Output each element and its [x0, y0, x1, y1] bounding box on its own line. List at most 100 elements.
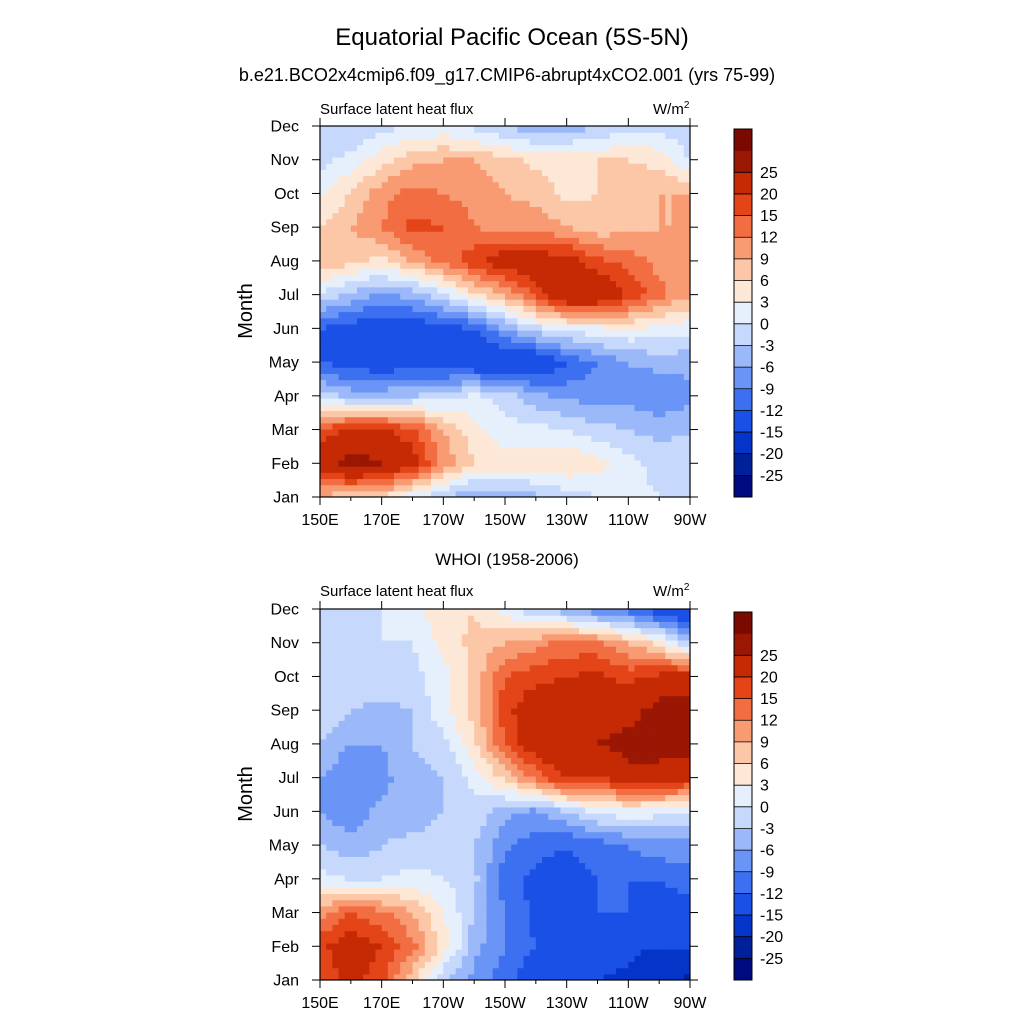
heatmap-cell	[622, 385, 629, 393]
heatmap-cell	[511, 262, 518, 269]
heatmap-cell	[579, 218, 586, 226]
heatmap-cell	[529, 138, 537, 146]
heatmap-cell	[437, 286, 444, 294]
heatmap-cell	[350, 317, 358, 325]
heatmap-cell	[523, 373, 531, 381]
heatmap-cell	[511, 305, 518, 313]
heatmap-cell	[579, 126, 586, 133]
heatmap-cell	[400, 881, 407, 888]
heatmap-cell	[572, 478, 580, 486]
heatmap-cell	[474, 243, 481, 251]
heatmap-cell	[332, 955, 340, 963]
heatmap-cell	[560, 200, 568, 207]
heatmap-cell	[683, 237, 690, 245]
heatmap-cell	[412, 305, 420, 313]
heatmap-cell	[480, 478, 488, 486]
heatmap-cell	[659, 268, 666, 275]
heatmap-cell	[486, 212, 494, 220]
heatmap-cell	[677, 881, 685, 888]
heatmap-cell	[505, 274, 512, 282]
heatmap-cell	[412, 286, 420, 294]
heatmap-cell	[363, 955, 370, 963]
heatmap-cell	[350, 391, 358, 399]
heatmap-cell	[412, 299, 420, 306]
heatmap-cell	[461, 453, 469, 461]
heatmap-cell	[320, 843, 327, 851]
heatmap-cell	[498, 144, 506, 152]
heatmap-cell	[566, 391, 574, 399]
heatmap-cell	[357, 949, 364, 956]
heatmap-cell	[671, 237, 679, 245]
heatmap-cell	[535, 447, 543, 455]
heatmap-cell	[529, 918, 537, 925]
heatmap-cell	[579, 422, 586, 430]
heatmap-cell	[529, 930, 537, 938]
heatmap-cell	[418, 175, 426, 183]
heatmap-cell	[424, 249, 432, 257]
heatmap-cell	[449, 961, 457, 969]
heatmap-cell	[628, 856, 636, 864]
heatmap-cell	[332, 428, 340, 436]
heatmap-cell	[683, 893, 690, 901]
heatmap-cell	[683, 126, 690, 133]
heatmap-cell	[326, 843, 333, 851]
heatmap-cell	[424, 459, 432, 467]
heatmap-cell	[326, 856, 333, 864]
heatmap-cell	[363, 292, 370, 300]
heatmap-cell	[616, 459, 623, 467]
heatmap-cell	[554, 360, 562, 368]
heatmap-cell	[579, 441, 586, 449]
heatmap-cell	[609, 126, 617, 133]
heatmap-cell	[412, 360, 420, 368]
heatmap-cell	[474, 138, 481, 146]
heatmap-cell	[591, 435, 599, 442]
heatmap-cell	[566, 218, 574, 226]
heatmap-cell	[659, 348, 666, 356]
heatmap-cell	[634, 887, 642, 895]
heatmap-cell	[468, 942, 475, 950]
heatmap-cell	[535, 144, 543, 152]
heatmap-cell	[609, 175, 617, 183]
heatmap-cell	[492, 323, 500, 331]
heatmap-cell	[418, 478, 426, 486]
heatmap-cell	[437, 905, 444, 913]
heatmap-cell	[486, 949, 494, 956]
heatmap-cell	[357, 323, 364, 331]
heatmap-cell	[597, 330, 605, 337]
heatmap-cell	[634, 459, 642, 467]
heatmap-cell	[511, 905, 518, 913]
heatmap-cell	[461, 255, 469, 263]
heatmap-cell	[554, 206, 562, 214]
heatmap-cell	[665, 342, 673, 350]
heatmap-cell	[424, 274, 432, 282]
heatmap-cell	[591, 856, 599, 864]
heatmap-cell	[554, 905, 562, 913]
heatmap-cell	[523, 887, 531, 895]
heatmap-cell	[338, 354, 346, 362]
colorbar-label: -9	[760, 381, 774, 398]
heatmap-cell	[400, 416, 407, 424]
heatmap-cell	[616, 478, 623, 486]
heatmap-cell	[616, 194, 623, 201]
heatmap-cell	[603, 918, 611, 925]
heatmap-cell	[542, 360, 549, 368]
heatmap-cell	[609, 132, 617, 139]
heatmap-cell	[363, 354, 370, 362]
heatmap-cell	[418, 967, 426, 975]
heatmap-cell	[634, 336, 642, 344]
heatmap-cell	[431, 490, 438, 497]
heatmap-cell	[418, 169, 426, 177]
heatmap-cell	[616, 441, 623, 449]
heatmap-cell	[449, 311, 457, 319]
heatmap-cell	[591, 144, 599, 152]
heatmap-cell	[443, 936, 451, 944]
heatmap-cell	[628, 881, 636, 888]
heatmap-cell	[542, 422, 549, 430]
heatmap-cell	[400, 478, 407, 486]
heatmap-cell	[634, 323, 642, 331]
heatmap-cell	[332, 342, 340, 350]
heatmap-cell	[424, 138, 432, 146]
heatmap-cell	[683, 441, 690, 449]
heatmap-cell	[511, 887, 518, 895]
heatmap-cell	[326, 379, 333, 387]
